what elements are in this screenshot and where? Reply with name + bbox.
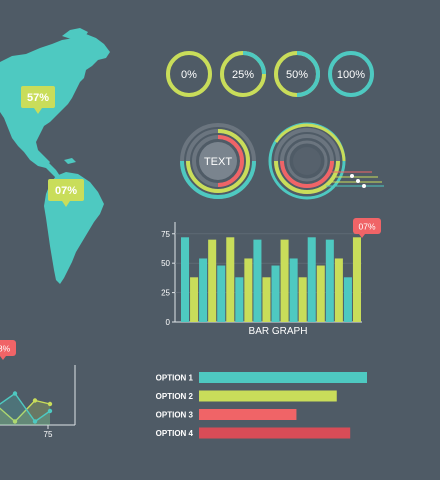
- gauge-left-center: [199, 142, 237, 180]
- area-chart-x-tick-label: 75: [44, 430, 53, 439]
- bar-5-series-1: [280, 239, 289, 322]
- gauge-left-mid-arc: [186, 129, 251, 193]
- progress-ring-0: 0%: [166, 51, 212, 97]
- bar-1-series-0: [199, 258, 208, 322]
- area-chart-badge-pointer: [0, 356, 6, 360]
- progress-ring-50-arc: [296, 51, 320, 97]
- option-bar-1: [199, 372, 367, 383]
- gauge-left-inner-arc: [217, 135, 245, 187]
- gauge-right-leader-dot-1: [350, 174, 354, 178]
- progress-ring-100-track: [328, 51, 374, 97]
- map-marker-north-label: 57%: [27, 92, 49, 104]
- gauge-right-ring-4: [286, 140, 328, 182]
- progress-ring-0-label: 0%: [181, 69, 197, 81]
- area-chart: 75 8%: [0, 340, 76, 439]
- gauge-left-outer-arc: [180, 160, 256, 199]
- bar-9-series-0: [343, 277, 352, 322]
- option-label-2: OPTION 2: [156, 392, 194, 401]
- bar-5-series-0: [271, 265, 280, 322]
- radial-gauge-right: [268, 122, 384, 200]
- bar-9-series-1: [352, 237, 361, 322]
- area-chart-badge: 8%: [0, 340, 16, 360]
- bar-graph-y-tick-label-2: 50: [161, 259, 170, 268]
- gauge-right-leader-dot-3: [362, 184, 366, 188]
- bar-2-series-1: [226, 237, 235, 322]
- progress-ring-100-label: 100%: [337, 69, 365, 81]
- bar-8-series-1: [334, 258, 343, 322]
- bar-graph-title: BAR GRAPH: [249, 326, 308, 337]
- area-point-series-0-4: [47, 401, 53, 407]
- option-bar-2: [199, 390, 337, 402]
- map-marker-north: 57%: [21, 86, 55, 114]
- progress-ring-25: 25%: [220, 51, 266, 97]
- bar-2-series-0: [217, 265, 226, 322]
- bar-graph-bars: [181, 237, 361, 322]
- progress-ring-25-label: 25%: [232, 69, 254, 81]
- option-label-4: OPTION 4: [156, 429, 194, 438]
- area-point-series-1-4: [47, 408, 53, 414]
- bar-3-series-0: [235, 277, 244, 322]
- map-marker-north-box: [21, 86, 55, 108]
- bar-8-series-0: [325, 239, 334, 322]
- gauge-right-leader-dot-2: [356, 179, 360, 183]
- bar-graph-y-tick-label-3: 75: [161, 230, 170, 239]
- bar-0-series-1: [190, 277, 199, 322]
- area-chart-badge-box: [0, 340, 16, 356]
- area-point-series-1-2: [12, 391, 18, 396]
- bar-graph-y-ticks: 0 25 50 75: [161, 230, 175, 327]
- gauge-right-ring-3-arc: [280, 160, 334, 188]
- bar-graph-y-tick-label-0: 0: [166, 318, 171, 327]
- bar-6-series-1: [298, 277, 307, 322]
- bar-0-series-0: [181, 237, 190, 322]
- progress-rings: 0% 25% 50% 100%: [166, 51, 374, 97]
- bar-graph: 0 25 50 75 BAR GRAPH 07%: [161, 218, 381, 337]
- map-marker-south-box: [48, 179, 84, 201]
- area-point-series-1-3: [32, 419, 38, 424]
- bar-7-series-1: [316, 265, 325, 322]
- area-fill-series-0: [0, 400, 50, 425]
- bar-4-series-1: [262, 277, 271, 322]
- radial-gauge-left: TEXT: [180, 123, 256, 199]
- bar-6-series-0: [289, 258, 298, 322]
- area-chart-badge-label: 8%: [0, 344, 11, 354]
- area-fill-series-1: [0, 393, 50, 425]
- bar-3-series-1: [244, 258, 253, 322]
- horizontal-bar-chart: OPTION 1 OPTION 2 OPTION 3 OPTION 4: [156, 372, 367, 439]
- bar-graph-badge: 07%: [353, 218, 381, 238]
- map-marker-south: 07%: [48, 179, 84, 207]
- bar-7-series-0: [307, 237, 316, 322]
- gauge-left-center-text: TEXT: [204, 156, 232, 168]
- progress-ring-0-track: [166, 51, 212, 97]
- area-chart-series: [0, 391, 53, 425]
- gauge-right-ring-2-arc: [274, 160, 340, 194]
- option-label-3: OPTION 3: [156, 411, 194, 420]
- bar-4-series-0: [253, 239, 262, 322]
- progress-ring-100: 100%: [328, 51, 374, 97]
- caribbean-islands: [64, 158, 76, 164]
- map-marker-north-pointer: [34, 108, 42, 114]
- option-label-1: OPTION 1: [156, 374, 194, 383]
- bar-1-series-1: [208, 239, 217, 322]
- map-marker-south-pointer: [62, 201, 70, 207]
- option-bar-4: [199, 427, 351, 439]
- americas-map: [0, 28, 110, 284]
- progress-ring-25-arc: [242, 51, 266, 75]
- option-bar-3: [199, 409, 297, 420]
- progress-ring-50-label: 50%: [286, 69, 308, 81]
- gauge-right-center: [293, 147, 321, 175]
- greenland-shape: [62, 28, 88, 40]
- progress-ring-50: 50%: [274, 51, 320, 97]
- map-marker-south-label: 07%: [55, 185, 77, 197]
- bar-graph-badge-label: 07%: [358, 222, 375, 232]
- bar-graph-badge-box: [353, 218, 381, 234]
- area-point-series-0-3: [32, 398, 38, 403]
- gauge-right-outer-arc: [274, 123, 346, 162]
- area-point-series-0-2: [12, 419, 18, 424]
- bar-graph-y-tick-label-1: 25: [161, 289, 170, 298]
- central-america-shape: [44, 158, 60, 178]
- bar-graph-badge-pointer: [359, 234, 365, 238]
